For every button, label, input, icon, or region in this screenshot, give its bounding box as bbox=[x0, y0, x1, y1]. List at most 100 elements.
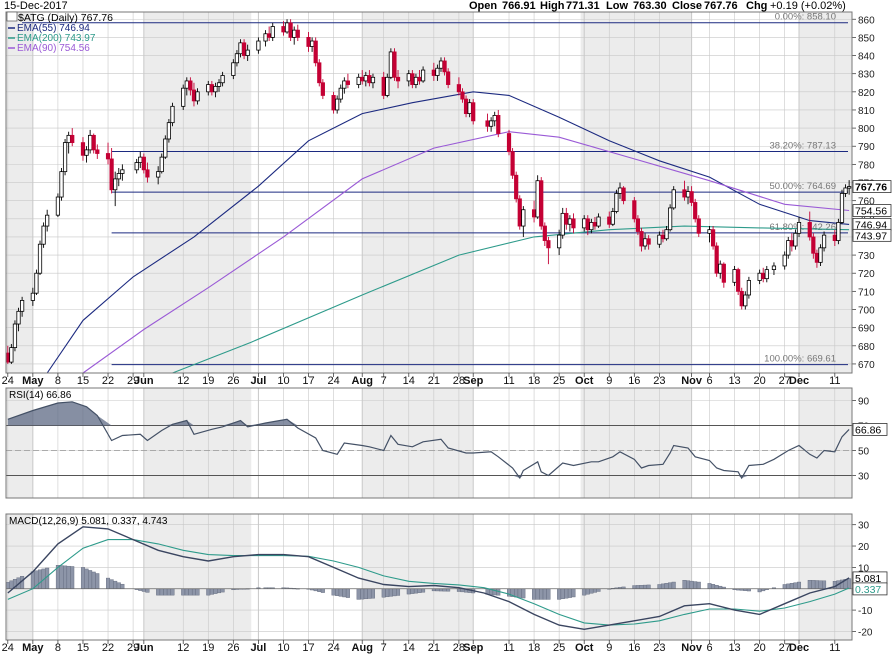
macd-histogram-bar bbox=[557, 588, 562, 600]
candle-body bbox=[159, 156, 164, 173]
candle-body bbox=[839, 193, 845, 223]
price-ytick-label: 680 bbox=[858, 342, 875, 353]
candle-body bbox=[245, 49, 250, 56]
candle-body bbox=[335, 98, 340, 111]
candle-body bbox=[9, 347, 14, 363]
macd-histogram-bar bbox=[392, 588, 397, 597]
x-tick-label: 14 bbox=[403, 642, 415, 654]
candle-body bbox=[113, 178, 118, 191]
x-tick-label: Nov bbox=[681, 642, 703, 654]
x-tick-label: 21 bbox=[428, 642, 440, 654]
candle-body bbox=[539, 180, 544, 227]
macd-histogram-bar bbox=[338, 588, 343, 597]
candle-body bbox=[360, 76, 365, 82]
macd-month-shade bbox=[143, 514, 252, 640]
ema-line-90 bbox=[82, 131, 850, 374]
macd-histogram-bar bbox=[847, 578, 852, 589]
candle-body bbox=[836, 222, 841, 241]
candle-body bbox=[639, 231, 644, 247]
macd-histogram-bar bbox=[156, 588, 161, 596]
macd-histogram-bar bbox=[59, 565, 64, 589]
candle-body bbox=[220, 75, 225, 84]
candle-body bbox=[238, 42, 243, 55]
x-tick-label: 26 bbox=[227, 642, 239, 654]
candle-body bbox=[714, 245, 719, 274]
macd-histogram-bar bbox=[220, 588, 225, 593]
macd-histogram-bar bbox=[163, 588, 168, 596]
macd-histogram-bar bbox=[184, 588, 189, 596]
x-tick-label: 11 bbox=[503, 642, 514, 654]
candle-body bbox=[320, 82, 325, 96]
x-tick-label: 29 bbox=[127, 642, 139, 654]
macd-histogram-bar bbox=[639, 585, 644, 589]
candle-body bbox=[95, 149, 100, 154]
candle-body bbox=[589, 222, 594, 231]
macd-histogram-bar bbox=[707, 583, 712, 589]
candle-body bbox=[567, 218, 572, 225]
candle-body bbox=[764, 269, 769, 280]
candle-body bbox=[331, 95, 336, 111]
macd-histogram-bar bbox=[116, 582, 121, 589]
candle-body bbox=[184, 80, 189, 89]
candle-body bbox=[771, 265, 777, 270]
x-tick-label: 10 bbox=[277, 642, 289, 654]
candle-body bbox=[310, 40, 315, 47]
macd-histogram-bar bbox=[567, 588, 572, 598]
x-tick-label: Oct bbox=[575, 642, 594, 654]
candle-body bbox=[16, 310, 21, 325]
candle-body bbox=[793, 232, 798, 247]
candle-body bbox=[710, 229, 716, 247]
candle-body bbox=[156, 171, 161, 178]
rsi-month-shade bbox=[143, 388, 252, 498]
candle-body bbox=[313, 40, 318, 64]
candle-body bbox=[62, 142, 68, 173]
price-ytick-label: 730 bbox=[858, 251, 875, 262]
candle-body bbox=[181, 87, 186, 107]
candle-body bbox=[592, 222, 598, 227]
x-tick-label: 28 bbox=[453, 642, 465, 654]
macd-histogram-bar bbox=[356, 588, 361, 600]
candle-body bbox=[485, 120, 490, 127]
x-tick-label: Dec bbox=[789, 642, 809, 654]
candle-body bbox=[195, 91, 200, 102]
x-tick-label: 6 bbox=[706, 642, 712, 654]
candle-body bbox=[535, 180, 540, 218]
candle-body bbox=[761, 272, 766, 280]
candle-body bbox=[5, 352, 10, 363]
macd-ytick-label: -10 bbox=[858, 606, 873, 617]
rsi-value-tag-label: 66.86 bbox=[855, 424, 881, 436]
candle-body bbox=[732, 269, 737, 283]
x-tick-label: 11 bbox=[503, 375, 514, 387]
macd-histogram-bar bbox=[693, 581, 698, 589]
candle-body bbox=[234, 53, 240, 64]
candle-body bbox=[789, 240, 794, 247]
x-tick-label: 9 bbox=[606, 375, 612, 387]
macd-ytick-label: 20 bbox=[858, 542, 870, 553]
macd-histogram-bar bbox=[217, 588, 222, 594]
candle-body bbox=[693, 202, 698, 220]
candle-body bbox=[191, 89, 197, 102]
macd-histogram-bar bbox=[671, 581, 676, 589]
macd-histogram-bar bbox=[811, 580, 816, 589]
price-value-tag-label: 743.97 bbox=[855, 230, 887, 242]
x-tick-label: 20 bbox=[754, 375, 766, 387]
macd-histogram-bar bbox=[664, 583, 669, 589]
legend-entry: EMA(90) 754.56 bbox=[17, 43, 90, 54]
macd-histogram-bar bbox=[682, 580, 687, 589]
x-tick-label: Jun bbox=[134, 642, 154, 654]
macd-histogram-bar bbox=[686, 580, 691, 589]
macd-month-shade bbox=[362, 514, 474, 640]
x-tick-label: 26 bbox=[227, 375, 239, 387]
macd-value-tag-label: 0.337 bbox=[855, 584, 881, 596]
macd-histogram-bar bbox=[342, 588, 347, 598]
x-tick-label: Jul bbox=[250, 375, 266, 387]
candle-body bbox=[442, 60, 447, 73]
candle-body bbox=[34, 272, 39, 294]
candle-body bbox=[617, 187, 623, 194]
macd-value-tag-label: 5.081 bbox=[855, 573, 881, 585]
candle-body bbox=[736, 269, 741, 292]
header-ohlc: Open 766.91 High 771.31 Low 763.30 Close… bbox=[469, 0, 846, 12]
candle-body bbox=[685, 191, 691, 198]
